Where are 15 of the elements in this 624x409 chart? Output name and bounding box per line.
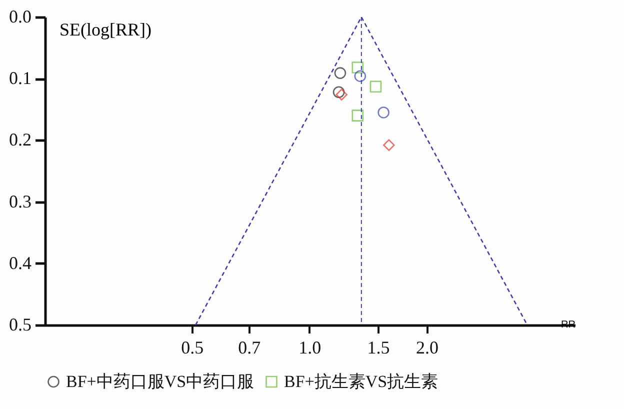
y-tick-label: 0.5 [9, 314, 32, 334]
y-tick-label: 0.3 [9, 191, 32, 212]
x-tick-label: 1.0 [298, 338, 322, 358]
y-axis-title: SE(log[RR]) [60, 20, 152, 40]
x-tick-label: 1.5 [367, 338, 390, 358]
x-tick-label: 0.7 [238, 338, 261, 358]
y-tick-label: 0.4 [9, 252, 32, 273]
y-tick-label: 0.2 [9, 130, 32, 150]
x-tick-label: 0.5 [181, 338, 204, 358]
y-tick-label: 0.0 [9, 6, 32, 26]
y-tick-label: 0.1 [9, 68, 32, 88]
x-tick-label: 2.0 [416, 338, 438, 358]
legend-label: BF+中药口服VS中药口服 [66, 372, 254, 391]
legend-label: BF+抗生素VS抗生素 [284, 372, 438, 391]
x-axis-title: RR [561, 320, 576, 330]
